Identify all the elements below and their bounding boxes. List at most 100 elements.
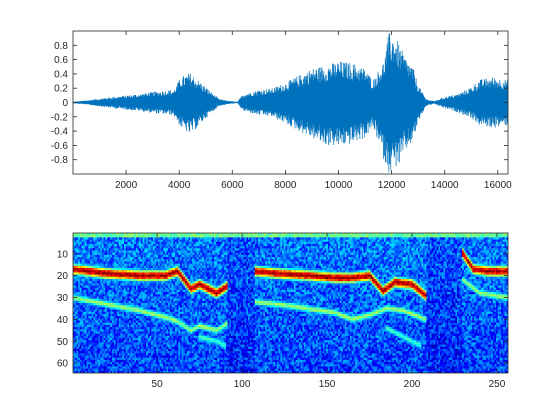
spectrogram-cell	[91, 362, 94, 365]
spectrogram-cell	[163, 283, 166, 286]
spectrogram-cell	[180, 246, 183, 249]
spectrogram-cell	[106, 274, 109, 278]
spectrogram-cell	[198, 327, 201, 330]
spectrogram-cell	[149, 300, 152, 304]
spectrogram-cell	[79, 294, 82, 297]
spectrogram-cell	[74, 248, 77, 251]
spectrogram-cell	[84, 237, 87, 240]
spectrogram-cell	[100, 278, 103, 282]
spectrogram-cell	[163, 300, 166, 304]
spectrogram-cell	[185, 300, 188, 304]
spectrogram-cell	[140, 313, 143, 317]
spectrogram-cell	[127, 366, 130, 369]
spectrogram-cell	[168, 283, 171, 286]
spectrogram-cell	[89, 259, 92, 262]
spectrogram-cell	[98, 263, 101, 267]
spectrogram-cell	[73, 259, 75, 262]
spectrogram-cell	[112, 268, 115, 271]
spectrogram-cell	[200, 340, 203, 343]
spectrogram-cell	[142, 327, 145, 330]
spectrogram-cell	[186, 254, 189, 258]
spectrogram-cell	[154, 276, 157, 280]
spectrogram-cell	[98, 268, 101, 271]
spectrogram-cell	[169, 338, 172, 341]
spectrogram-cell	[197, 278, 200, 282]
spectrogram-cell	[171, 243, 174, 247]
waveform-y-tick-label: 0	[62, 98, 68, 109]
spectrogram-cell	[202, 307, 205, 310]
spectrogram-cell	[144, 285, 147, 288]
spectrogram-cell	[123, 335, 126, 339]
spectrogram-cell	[101, 348, 104, 352]
spectrogram-cell	[147, 259, 150, 262]
spectrogram-cell	[183, 366, 186, 369]
spectrogram-cell	[105, 254, 108, 258]
spectrogram-cell	[106, 283, 109, 286]
spectrogram-cell	[157, 250, 160, 253]
spectrogram-cell	[186, 346, 189, 350]
spectrogram-cell	[83, 309, 86, 313]
spectrogram-cell	[174, 239, 177, 243]
spectrogram-cell	[122, 320, 125, 323]
spectrogram-cell	[110, 307, 113, 310]
spectrogram-cell	[183, 263, 186, 267]
spectrogram-cell	[89, 298, 92, 302]
spectrogram-cell	[171, 335, 174, 339]
spectrogram-cell	[181, 368, 184, 372]
spectrogram-cell	[105, 281, 108, 284]
spectrogram-cell	[190, 250, 193, 253]
spectrogram-cell	[83, 248, 86, 251]
spectrogram-cell	[86, 366, 89, 369]
spectrogram-cell	[76, 307, 79, 310]
spectrogram-cell	[125, 313, 128, 317]
spectrogram-cell	[122, 362, 125, 365]
spectrogram-cell	[195, 296, 198, 299]
spectrogram-cell	[180, 366, 183, 369]
spectrogram-cell	[83, 270, 86, 273]
spectrogram-cell	[113, 250, 116, 253]
spectrogram-cell	[86, 311, 89, 315]
spectrogram-cell	[93, 252, 96, 256]
spectrogram-cell	[149, 331, 152, 334]
spectrogram-cell	[127, 357, 130, 361]
spectrogram-cell	[157, 327, 160, 330]
spectrogram-cell	[112, 362, 115, 365]
spectrogram-cell	[203, 243, 206, 247]
spectrogram-cell	[112, 289, 115, 293]
spectrogram-cell	[93, 324, 96, 328]
spectrogram-cell	[174, 241, 177, 245]
spectrogram-cell	[129, 320, 132, 323]
spectrogram-cell	[197, 243, 200, 247]
spectrogram-cell	[169, 340, 172, 343]
spectrogram-cell	[89, 243, 92, 247]
spectrogram-cell	[79, 322, 82, 326]
spectrogram-cell	[190, 248, 193, 251]
spectrogram-cell	[106, 316, 109, 319]
spectrogram-cell	[180, 243, 183, 247]
spectrogram-cell	[164, 313, 167, 317]
spectrogram-cell	[171, 281, 174, 284]
spectrogram-cell	[91, 305, 94, 308]
spectrogram-cell	[103, 285, 106, 288]
spectrogram-cell	[186, 355, 189, 358]
spectrogram-cell	[127, 355, 130, 358]
spectrogram-cell	[118, 311, 121, 315]
spectrogram-cell	[191, 257, 194, 260]
spectrogram-cell	[122, 368, 125, 372]
spectrogram-cell	[183, 254, 186, 258]
spectrogram-cell	[125, 331, 128, 334]
spectrogram-cell	[101, 289, 104, 293]
spectrogram-cell	[110, 233, 113, 236]
spectrogram-cell	[173, 335, 176, 339]
spectrogram-cell	[193, 316, 196, 319]
spectrogram-cell	[88, 276, 91, 280]
spectrogram-cell	[110, 272, 113, 275]
spectrogram-cell	[202, 366, 205, 369]
spectrogram-cell	[83, 333, 86, 337]
spectrogram-cell	[146, 366, 149, 369]
spectrogram-cell	[110, 348, 113, 352]
spectrogram-cell	[79, 254, 82, 258]
spectrogram-cell	[132, 250, 135, 253]
spectrogram-cell	[142, 340, 145, 343]
spectrogram-cell	[98, 364, 101, 367]
